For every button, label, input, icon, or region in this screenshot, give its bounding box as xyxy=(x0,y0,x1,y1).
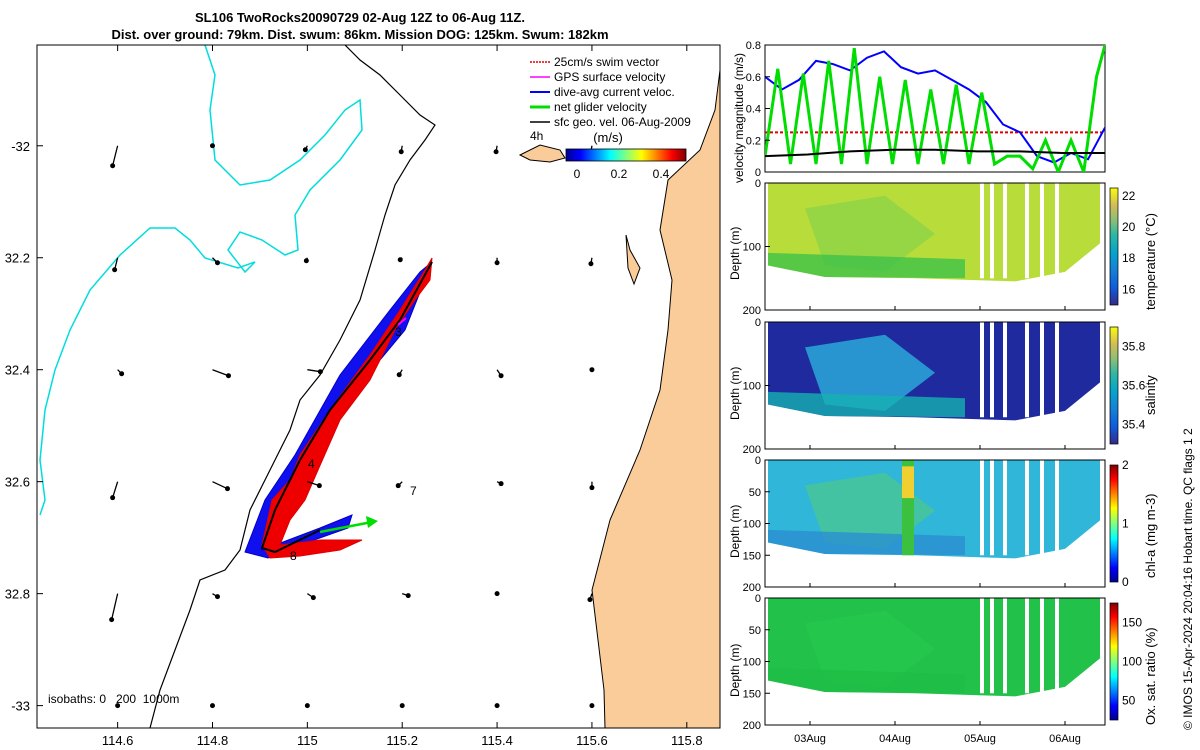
x-tick-label: 114.8 xyxy=(197,733,229,748)
salinity-ylabel: Depth (m) xyxy=(728,366,742,420)
net-glider-velocity-arrowhead xyxy=(366,516,378,528)
geo-arrowhead xyxy=(494,591,500,597)
y-tick-label: 32.8 xyxy=(5,587,30,602)
geo-arrow xyxy=(112,481,119,498)
x-tick-label: 115 xyxy=(297,733,318,748)
island xyxy=(625,234,641,286)
geo-arrowhead xyxy=(589,703,595,709)
geo-arrowhead xyxy=(396,372,402,378)
stray-label: 4h xyxy=(530,129,543,143)
geostrophic-velocity-arrows xyxy=(109,143,595,709)
legend-item: sfc geo. vel. 06-Aug-2009 xyxy=(554,115,691,129)
colorbar-tick: 0.2 xyxy=(611,167,628,181)
geo-arrowhead xyxy=(209,143,215,149)
geo-arrowhead xyxy=(225,373,231,379)
y-tick-label: 32.2 xyxy=(5,251,30,266)
geo-arrowhead xyxy=(317,369,323,375)
geo-arrowhead xyxy=(399,703,405,709)
geo-arrowhead xyxy=(110,163,116,169)
legend-item: 25cm/s swim vector xyxy=(554,55,659,69)
geo-arrow xyxy=(112,145,119,166)
salinity-cblabel: salinity xyxy=(1143,375,1158,415)
y-tick-label: 32.4 xyxy=(5,363,30,378)
track-label: 3 xyxy=(395,325,402,339)
colorbar xyxy=(565,148,687,162)
geo-arrowhead xyxy=(494,260,500,266)
geo-arrowhead xyxy=(304,703,310,709)
y-tick-label: -32 xyxy=(11,139,30,154)
geo-arrowhead xyxy=(405,593,411,599)
oxygen-cblabel: Ox. sat. ratio (%) xyxy=(1143,627,1158,725)
geo-arrowhead xyxy=(214,260,220,266)
geo-arrowhead xyxy=(112,267,118,273)
geo-arrowhead xyxy=(109,617,115,623)
geo-arrowhead xyxy=(395,483,401,489)
geo-arrowhead xyxy=(498,373,504,379)
geo-arrowhead xyxy=(302,147,308,153)
geo-arrowhead xyxy=(119,371,125,377)
geo-arrowhead xyxy=(493,149,499,155)
isobath-note: isobaths: 0 200 1000m xyxy=(48,692,179,706)
gps-surface-velocity-arrow xyxy=(397,317,407,326)
geo-arrowhead xyxy=(587,597,593,603)
geo-arrowhead xyxy=(303,258,309,264)
track-label: 8 xyxy=(290,549,297,563)
geo-arrowhead xyxy=(310,595,316,601)
colorbar-tick: 0.4 xyxy=(653,167,670,181)
map-legend: 25cm/s swim vector GPS surface velocity … xyxy=(530,55,691,129)
geo-arrowhead xyxy=(115,703,121,709)
geo-arrowhead xyxy=(398,149,404,155)
geo-arrow xyxy=(212,369,229,377)
geo-arrowhead xyxy=(589,485,595,491)
geo-arrowhead xyxy=(498,481,504,487)
track-label: 4 xyxy=(308,457,315,471)
footer-credit: © IMOS 15-Apr-2024 20:04:16 Hobart time.… xyxy=(1181,428,1195,730)
x-tick-label: 115.8 xyxy=(671,733,703,748)
geo-arrowhead xyxy=(209,703,215,709)
island xyxy=(518,144,566,163)
glider-track xyxy=(260,261,433,554)
geo-arrowhead xyxy=(316,483,322,489)
colorbar-title: (m/s) xyxy=(593,130,623,145)
geo-arrowhead xyxy=(224,486,230,492)
chla-ylabel: Depth (m) xyxy=(728,504,742,558)
geo-arrow xyxy=(212,481,228,490)
x-tick-label: 115.4 xyxy=(481,733,513,748)
geo-arrowhead xyxy=(110,495,116,501)
track-label: 7 xyxy=(410,484,417,498)
geo-arrowhead xyxy=(494,703,500,709)
chla-cblabel: chl-a (mg m-3) xyxy=(1143,493,1158,578)
legend-item: GPS surface velocity xyxy=(554,70,665,84)
y-tick-label: 32.6 xyxy=(5,475,30,490)
y-tick-label: -33 xyxy=(11,699,30,714)
legend-item: dive-avg current veloc. xyxy=(554,85,675,99)
legend-item: net glider velocity xyxy=(554,100,647,114)
x-tick-label: 114.6 xyxy=(102,733,134,748)
coastline xyxy=(591,69,720,728)
temperature-cblabel: temperature (°C) xyxy=(1143,213,1158,310)
isobath-200m xyxy=(149,45,436,728)
net-glider-velocity-arrow xyxy=(319,520,373,534)
chart-subtitle: Dist. over ground: 79km. Dist. swum: 86k… xyxy=(111,27,609,42)
chart-title: SL106 TwoRocks20090729 02-Aug 12Z to 06-… xyxy=(195,10,525,25)
geo-arrowhead xyxy=(588,261,594,267)
velocity-ylabel: velocity magnitude (m/s) xyxy=(732,52,746,183)
geo-arrowhead xyxy=(397,257,403,263)
colorbar-tick: 0 xyxy=(574,167,581,181)
geo-arrowhead xyxy=(589,367,595,373)
geo-arrowhead xyxy=(214,594,220,600)
oxygen-ylabel: Depth (m) xyxy=(728,643,742,697)
isobath-1000m xyxy=(39,45,363,516)
x-tick-label: 115.6 xyxy=(576,733,608,748)
land-area xyxy=(592,45,720,728)
geo-arrow xyxy=(110,593,119,620)
x-tick-label: 115.2 xyxy=(386,733,418,748)
map-axes: 114.6 114.8 115 115.2 115.4 115.6 115.8 -32 32.2… xyxy=(5,45,703,748)
temperature-ylabel: Depth (m) xyxy=(728,226,742,280)
